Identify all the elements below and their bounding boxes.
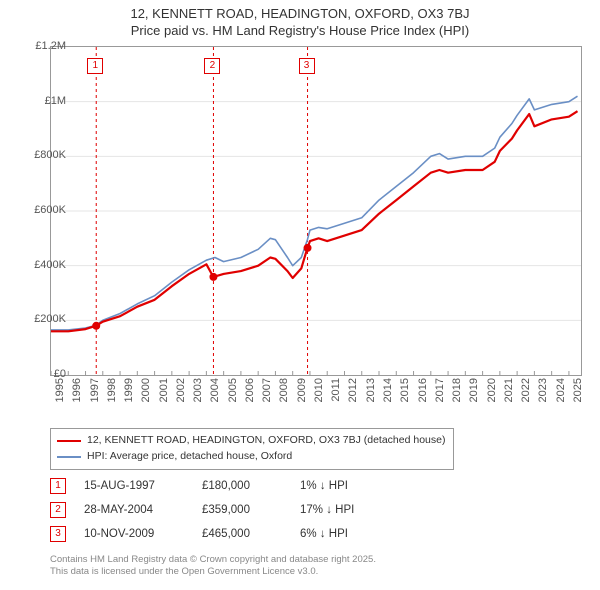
sales-row: 1 15-AUG-1997 £180,000 1% ↓ HPI <box>50 474 390 498</box>
y-tick-label: £800K <box>34 149 66 161</box>
x-tick-label: 2006 <box>244 378 256 402</box>
x-tick-label: 2005 <box>227 378 239 402</box>
footer-line2: This data is licensed under the Open Gov… <box>50 566 318 577</box>
sales-row: 3 10-NOV-2009 £465,000 6% ↓ HPI <box>50 522 390 546</box>
x-tick-label: 2015 <box>399 378 411 402</box>
y-tick-label: £200K <box>34 313 66 325</box>
x-tick-label: 2018 <box>451 378 463 402</box>
sale-row-marker: 3 <box>50 526 66 542</box>
x-tick-label: 2014 <box>382 378 394 402</box>
x-tick-label: 1996 <box>71 378 83 402</box>
sale-price: £180,000 <box>202 480 282 492</box>
y-tick-label: £600K <box>34 204 66 216</box>
x-tick-label: 2019 <box>468 378 480 402</box>
y-tick-label: £1M <box>45 95 66 107</box>
x-tick-label: 2002 <box>175 378 187 402</box>
x-tick-label: 2024 <box>555 378 567 402</box>
x-tick-label: 2022 <box>520 378 532 402</box>
sale-marker-box: 1 <box>87 58 103 74</box>
sale-date: 28-MAY-2004 <box>84 504 184 516</box>
x-tick-label: 2003 <box>192 378 204 402</box>
chart-svg <box>51 47 581 375</box>
sale-row-marker: 2 <box>50 502 66 518</box>
sale-diff: 17% ↓ HPI <box>300 504 390 516</box>
sale-price: £465,000 <box>202 528 282 540</box>
x-tick-label: 2016 <box>417 378 429 402</box>
plot-area <box>50 46 582 376</box>
x-tick-label: 2013 <box>365 378 377 402</box>
x-tick-label: 2010 <box>313 378 325 402</box>
title-line1: 12, KENNETT ROAD, HEADINGTON, OXFORD, OX… <box>130 6 469 21</box>
sale-diff: 1% ↓ HPI <box>300 480 390 492</box>
y-tick-label: £1.2M <box>35 40 66 52</box>
footer-line1: Contains HM Land Registry data © Crown c… <box>50 554 376 565</box>
title-line2: Price paid vs. HM Land Registry's House … <box>131 23 469 38</box>
legend-label: HPI: Average price, detached house, Oxfo… <box>87 449 292 465</box>
legend-row: 12, KENNETT ROAD, HEADINGTON, OXFORD, OX… <box>57 433 445 449</box>
x-tick-label: 2011 <box>330 378 342 402</box>
x-tick-label: 2007 <box>261 378 273 402</box>
x-tick-label: 2001 <box>158 378 170 402</box>
legend-label: 12, KENNETT ROAD, HEADINGTON, OXFORD, OX… <box>87 433 445 449</box>
sales-row: 2 28-MAY-2004 £359,000 17% ↓ HPI <box>50 498 390 522</box>
legend-row: HPI: Average price, detached house, Oxfo… <box>57 449 445 465</box>
x-tick-label: 2020 <box>486 378 498 402</box>
sale-marker-box: 2 <box>204 58 220 74</box>
x-tick-label: 1995 <box>54 378 66 402</box>
x-tick-label: 2012 <box>347 378 359 402</box>
sale-diff: 6% ↓ HPI <box>300 528 390 540</box>
x-tick-label: 2021 <box>503 378 515 402</box>
x-tick-label: 1998 <box>106 378 118 402</box>
sale-price: £359,000 <box>202 504 282 516</box>
x-tick-label: 2008 <box>278 378 290 402</box>
x-tick-label: 2009 <box>296 378 308 402</box>
legend-swatch <box>57 456 81 458</box>
x-tick-label: 2000 <box>140 378 152 402</box>
x-tick-label: 1997 <box>89 378 101 402</box>
y-tick-label: £400K <box>34 259 66 271</box>
x-tick-label: 2023 <box>537 378 549 402</box>
sale-date: 10-NOV-2009 <box>84 528 184 540</box>
x-tick-label: 2025 <box>572 378 584 402</box>
x-tick-label: 1999 <box>123 378 135 402</box>
sales-table: 1 15-AUG-1997 £180,000 1% ↓ HPI 2 28-MAY-2004… <box>50 474 390 546</box>
sale-row-marker: 1 <box>50 478 66 494</box>
legend: 12, KENNETT ROAD, HEADINGTON, OXFORD, OX… <box>50 428 454 470</box>
chart-title: 12, KENNETT ROAD, HEADINGTON, OXFORD, OX… <box>0 0 600 40</box>
sale-date: 15-AUG-1997 <box>84 480 184 492</box>
footer-attribution: Contains HM Land Registry data © Crown c… <box>50 554 376 579</box>
sale-marker-box: 3 <box>299 58 315 74</box>
x-tick-label: 2017 <box>434 378 446 402</box>
legend-swatch <box>57 440 81 442</box>
x-tick-label: 2004 <box>209 378 221 402</box>
chart-container: 12, KENNETT ROAD, HEADINGTON, OXFORD, OX… <box>0 0 600 590</box>
